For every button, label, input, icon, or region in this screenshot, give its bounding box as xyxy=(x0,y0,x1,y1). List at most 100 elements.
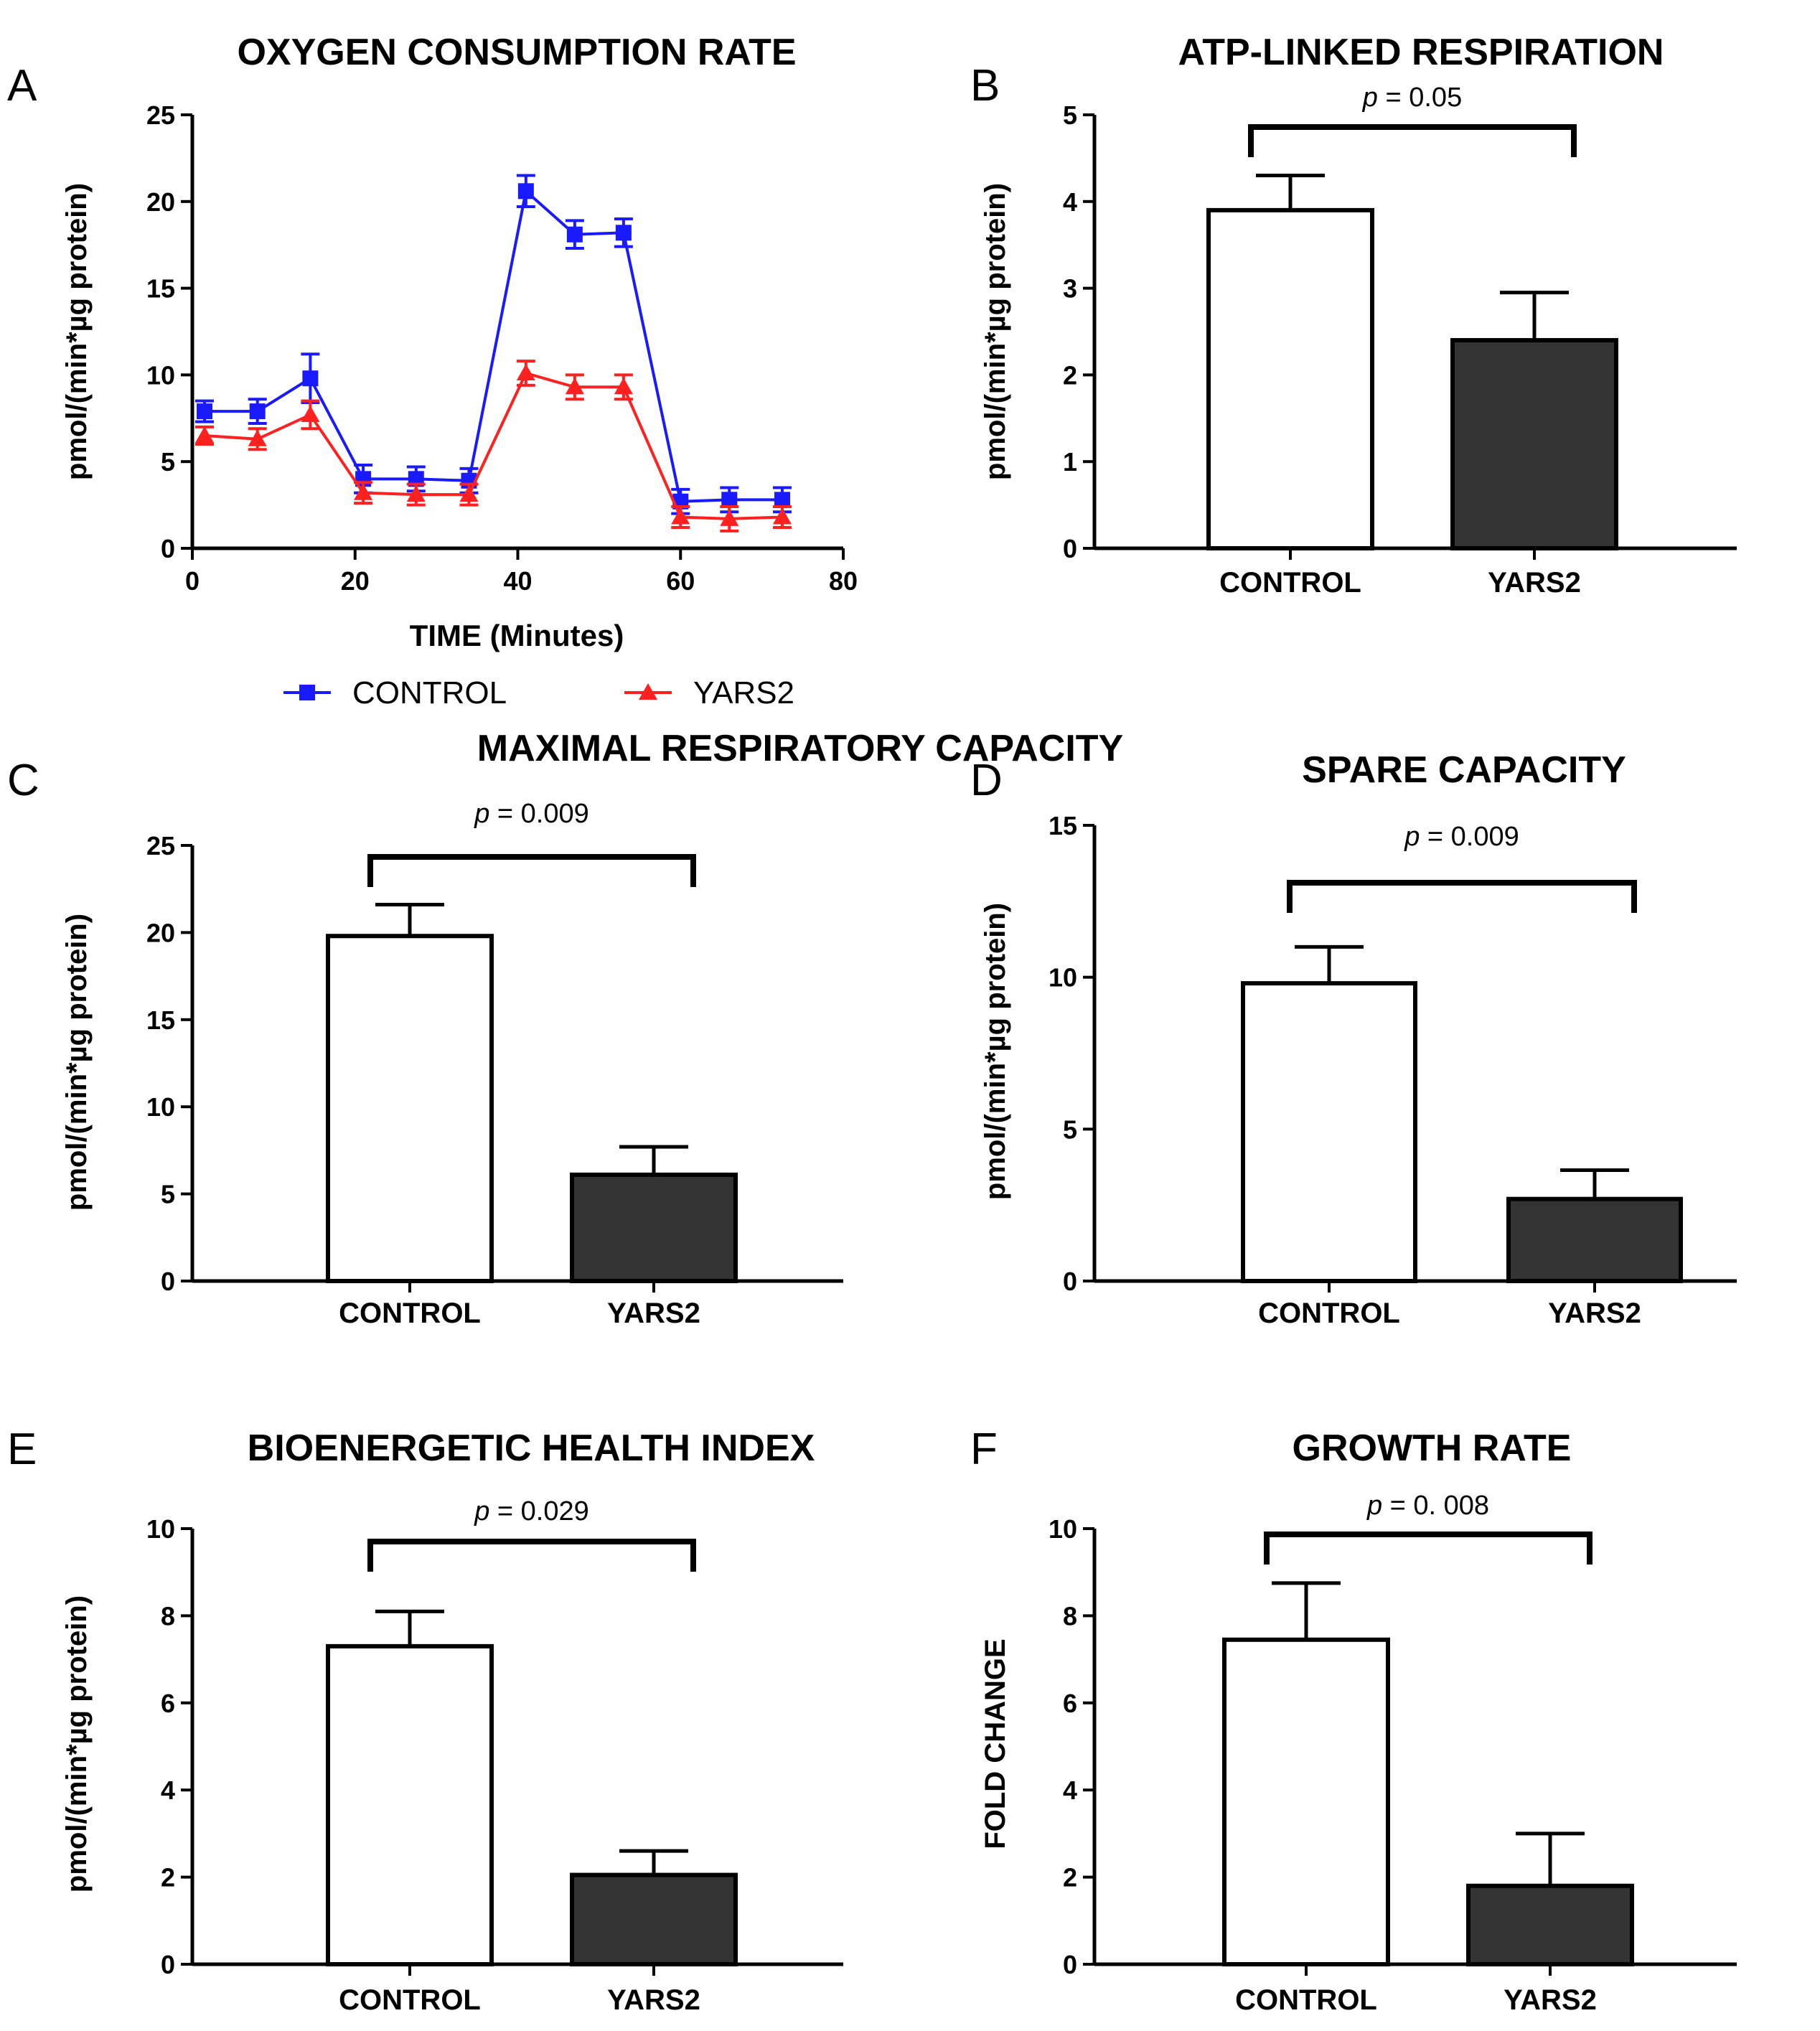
panel-letter: B xyxy=(970,61,1000,111)
bar-control: CONTROL xyxy=(1241,944,1417,1329)
bar xyxy=(1506,1196,1683,1283)
category-label: CONTROL xyxy=(339,1984,481,2016)
y-tick-label: 5 xyxy=(1063,100,1077,130)
panel-letter: E xyxy=(7,1425,37,1474)
p-symbol: p xyxy=(1362,83,1378,113)
data-point xyxy=(517,183,534,200)
panel-letter: F xyxy=(970,1425,998,1474)
y-axis-label: pmol/(min*µg protein) xyxy=(61,1595,93,1892)
data-point xyxy=(565,377,584,395)
bar xyxy=(1450,338,1618,550)
y-tick-label: 5 xyxy=(161,447,175,477)
data-point xyxy=(302,370,319,387)
y-tick-label: 6 xyxy=(161,1689,175,1718)
bar-yars2: YARS2 xyxy=(1466,1831,1634,2016)
bar xyxy=(1206,207,1374,550)
y-tick-label: 15 xyxy=(146,274,175,304)
y-tick-label: 10 xyxy=(146,1514,175,1544)
y-tick-label: 0 xyxy=(1063,1950,1077,1979)
category-label: CONTROL xyxy=(1258,1298,1400,1329)
x-tick-label: 40 xyxy=(503,566,532,596)
data-point xyxy=(197,403,213,420)
y-axis-label: pmol/(min*µg protein) xyxy=(61,183,93,480)
y-tick-label: 4 xyxy=(161,1776,175,1805)
bar xyxy=(326,1643,494,1966)
chart-title: SPARE CAPACITY xyxy=(1302,749,1626,791)
data-point xyxy=(671,507,690,525)
series-line xyxy=(205,188,782,503)
y-tick-label: 0 xyxy=(161,534,175,563)
bar xyxy=(570,1172,738,1283)
data-point xyxy=(566,226,583,243)
y-tick-label: 10 xyxy=(146,1092,175,1122)
significance-bracket xyxy=(367,854,696,887)
bar-yars2: YARS2 xyxy=(1506,1168,1683,1329)
legend-marker xyxy=(299,685,315,700)
series-control xyxy=(195,174,792,515)
category-label: CONTROL xyxy=(1235,1984,1377,2016)
significance-label: p = 0. 008 xyxy=(1366,1491,1489,1521)
chart-title: BIOENERGETIC HEALTH INDEX xyxy=(248,1427,815,1469)
y-tick-label: 2 xyxy=(161,1863,175,1892)
category-label: YARS2 xyxy=(607,1984,700,2016)
category-label: YARS2 xyxy=(1548,1298,1641,1329)
p-value: = 0.029 xyxy=(489,1496,588,1526)
bar-control: CONTROL xyxy=(326,1609,494,2016)
panel-e: E BIOENERGETIC HEALTH INDEX pmol/(min*µg p… xyxy=(7,1425,843,2016)
category-label: YARS2 xyxy=(1488,567,1581,599)
p-symbol: p xyxy=(1366,1491,1382,1521)
y-tick-label: 5 xyxy=(1063,1115,1077,1144)
p-value: = 0.009 xyxy=(489,799,588,829)
data-point xyxy=(614,377,633,395)
significance-label: p = 0.009 xyxy=(474,799,589,829)
p-symbol: p xyxy=(474,799,489,829)
bar-yars2: YARS2 xyxy=(1450,291,1618,599)
significance-label: p = 0.05 xyxy=(1362,83,1462,113)
y-tick-label: 2 xyxy=(1063,360,1077,390)
p-value: = 0. 008 xyxy=(1382,1491,1489,1521)
y-tick-label: 4 xyxy=(1063,1776,1077,1805)
bar xyxy=(1222,1637,1390,1966)
significance-label: p = 0.009 xyxy=(1404,822,1519,852)
significance-bracket xyxy=(1248,124,1577,157)
y-tick-label: 5 xyxy=(161,1180,175,1209)
bar xyxy=(326,934,494,1283)
data-point xyxy=(721,492,738,508)
y-tick-label: 15 xyxy=(146,1005,175,1035)
category-label: YARS2 xyxy=(1504,1984,1597,2016)
y-tick-label: 1 xyxy=(1063,447,1077,477)
p-value: = 0.05 xyxy=(1378,83,1462,113)
legend-label: YARS2 xyxy=(693,675,794,710)
data-point xyxy=(301,405,320,422)
y-tick-label: 25 xyxy=(146,831,175,860)
significance-bracket xyxy=(1287,880,1637,913)
data-point xyxy=(248,429,267,446)
panel-letter: A xyxy=(7,61,37,111)
data-point xyxy=(774,492,790,508)
panel-c: C MAXIMAL RESPIRATORY CAPACITY pmol/(min*µ… xyxy=(7,728,1123,1329)
y-tick-label: 4 xyxy=(1063,187,1077,217)
x-tick-label: 0 xyxy=(185,566,200,596)
y-tick-label: 3 xyxy=(1063,274,1077,304)
y-axis-label: FOLD CHANGE xyxy=(980,1638,1011,1849)
chart-title: ATP-LINKED RESPIRATION xyxy=(1178,32,1664,73)
bar-yars2: YARS2 xyxy=(570,1849,738,2016)
y-tick-label: 25 xyxy=(146,100,175,130)
data-point xyxy=(615,225,632,241)
data-point xyxy=(516,363,535,380)
y-tick-label: 8 xyxy=(1063,1601,1077,1631)
p-symbol: p xyxy=(474,1496,489,1526)
y-tick-label: 15 xyxy=(1049,811,1077,840)
panel-letter: D xyxy=(970,756,1003,805)
y-tick-label: 2 xyxy=(1063,1863,1077,1892)
x-tick-label: 80 xyxy=(829,566,858,596)
series-line xyxy=(204,371,783,520)
panel-b: B ATP-LINKED RESPIRATION pmol/(min*µg prot… xyxy=(970,32,1737,599)
y-tick-label: 10 xyxy=(1049,1514,1077,1544)
y-tick-label: 10 xyxy=(146,360,175,390)
significance-bracket xyxy=(1264,1532,1592,1565)
data-point xyxy=(406,485,426,502)
legend-item-yars2: YARS2 xyxy=(624,675,794,710)
panel-d: D SPARE CAPACITY pmol/(min*µg protein) 0 5 10… xyxy=(970,749,1737,1329)
data-point xyxy=(459,485,479,502)
